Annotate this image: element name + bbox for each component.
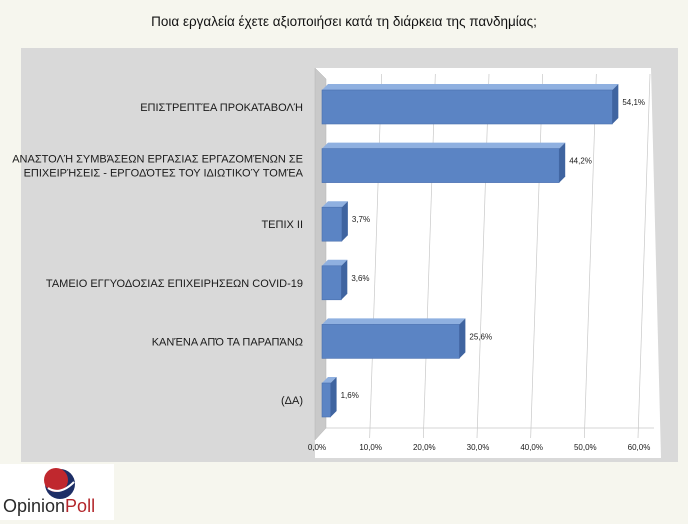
- chart-title: Ποια εργαλεία έχετε αξιοποιήσει κατά τη …: [151, 14, 537, 29]
- gridline: [583, 73, 597, 439]
- value-label: 54,1%: [622, 98, 645, 107]
- category-label: ΕΠΙΧΕΙΡΉΣΕΙΣ - ΕΡΓΟΔΌΤΕΣ ΤΟΥ ΙΔΙΩΤΙΚΟΎ Τ…: [24, 168, 304, 180]
- value-label: 3,7%: [352, 215, 370, 224]
- bar: [321, 84, 619, 125]
- bar-top: [322, 318, 466, 325]
- bar-side: [612, 84, 619, 124]
- category-label: ΚΑΝΈΝΑ ΑΠΌ ΤΑ ΠΑΡΑΠΆΝΩ: [152, 336, 303, 348]
- bar-side: [341, 201, 348, 242]
- bar: [321, 259, 348, 301]
- bar-front: [321, 206, 343, 242]
- bar-top: [322, 377, 337, 383]
- bar-side: [459, 318, 466, 359]
- bar-side: [330, 377, 337, 417]
- logo-wordmark: OpinionPoll: [3, 496, 95, 517]
- x-tick-label: 40,0%: [520, 443, 543, 452]
- gridline: [637, 73, 651, 439]
- x-tick-label: 50,0%: [574, 443, 597, 452]
- x-tick-label: 60,0%: [628, 443, 651, 452]
- logo-word-poll: Poll: [65, 496, 96, 516]
- value-label: 44,2%: [569, 157, 592, 166]
- logo-word-opinion: Opinion: [3, 496, 66, 516]
- bar: [321, 377, 337, 418]
- bar-top: [322, 259, 348, 266]
- value-label: 1,6%: [341, 391, 359, 400]
- x-tick-label: 0,0%: [308, 443, 326, 452]
- bar-side: [341, 259, 348, 300]
- bar-front: [321, 265, 342, 301]
- x-tick-label: 30,0%: [467, 443, 490, 452]
- gridline: [422, 73, 436, 439]
- bar-front: [321, 324, 460, 359]
- category-label: ΑΝΑΣΤΟΛΉ ΣΥΜΒΆΣΕΩΝ ΕΡΓΑΣΙΑΣ ΕΡΓΑΖΟΜΈΝΩΝ …: [12, 154, 303, 166]
- value-label: 25,6%: [469, 332, 492, 341]
- bar-front: [321, 382, 331, 418]
- value-label: 3,6%: [351, 274, 369, 283]
- bar-top: [322, 142, 566, 149]
- bar: [321, 201, 348, 242]
- x-tick-label: 10,0%: [359, 443, 382, 452]
- bar-top: [322, 84, 619, 90]
- bar: [321, 318, 466, 359]
- category-label: (ΔΑ): [281, 395, 303, 407]
- category-label: ΤΑΜΕΙΟ ΕΓΓΥΟΔΟΣΙΑΣ ΕΠΙΧΕΙΡΗΣΕΩΝ COVID-19: [46, 278, 303, 290]
- plot-area: [315, 68, 661, 458]
- bar-front: [321, 89, 613, 125]
- x-tick-label: 20,0%: [413, 443, 436, 452]
- logo-emblem-icon: [44, 468, 75, 499]
- bar: [321, 142, 566, 183]
- category-label: ΤΕΠΙΧ ΙΙ: [261, 219, 303, 231]
- bar-top: [322, 201, 348, 208]
- bar-front: [321, 148, 560, 183]
- gridline: [476, 73, 490, 439]
- bar-side: [559, 142, 566, 183]
- gridline: [530, 73, 544, 439]
- gridline: [369, 73, 383, 439]
- category-label: ΕΠΙΣΤΡΕΠΤΈΑ ΠΡΟΚΑΤΑΒΟΛΉ: [140, 102, 303, 114]
- opinion-poll-logo: OpinionPoll: [0, 464, 114, 520]
